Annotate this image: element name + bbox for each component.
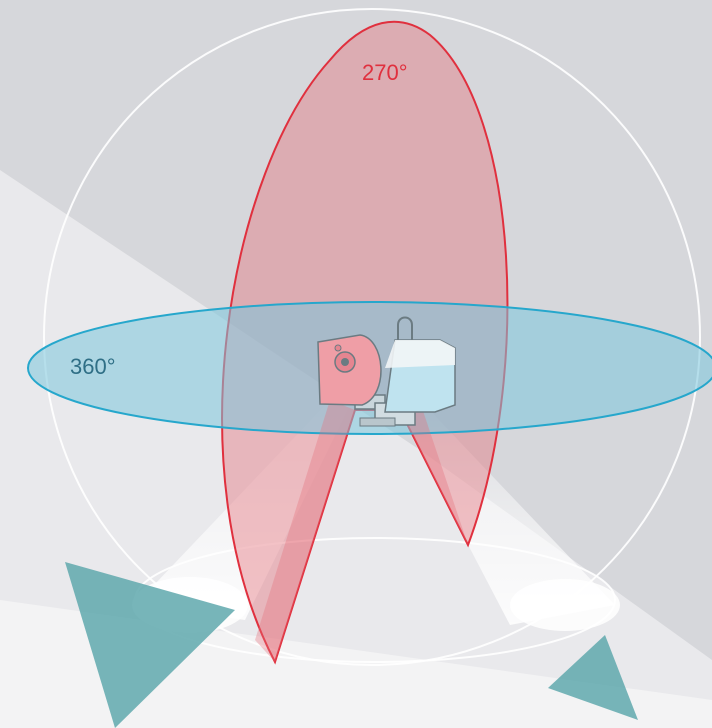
vertical-fov-lower-left bbox=[255, 400, 355, 662]
light-cone-right bbox=[395, 400, 615, 625]
vertical-fov-lower-right bbox=[400, 402, 468, 545]
laser-scanner-icon bbox=[317, 316, 456, 427]
coverage-sphere bbox=[43, 8, 701, 666]
floor-glow-right bbox=[510, 579, 620, 631]
light-cone-left bbox=[135, 400, 350, 620]
vertical-angle-label: 270° bbox=[362, 60, 408, 85]
triangle-target-icon bbox=[548, 635, 638, 720]
triangle-target-icon bbox=[65, 562, 235, 728]
horizontal-angle-label: 360° bbox=[70, 354, 116, 379]
